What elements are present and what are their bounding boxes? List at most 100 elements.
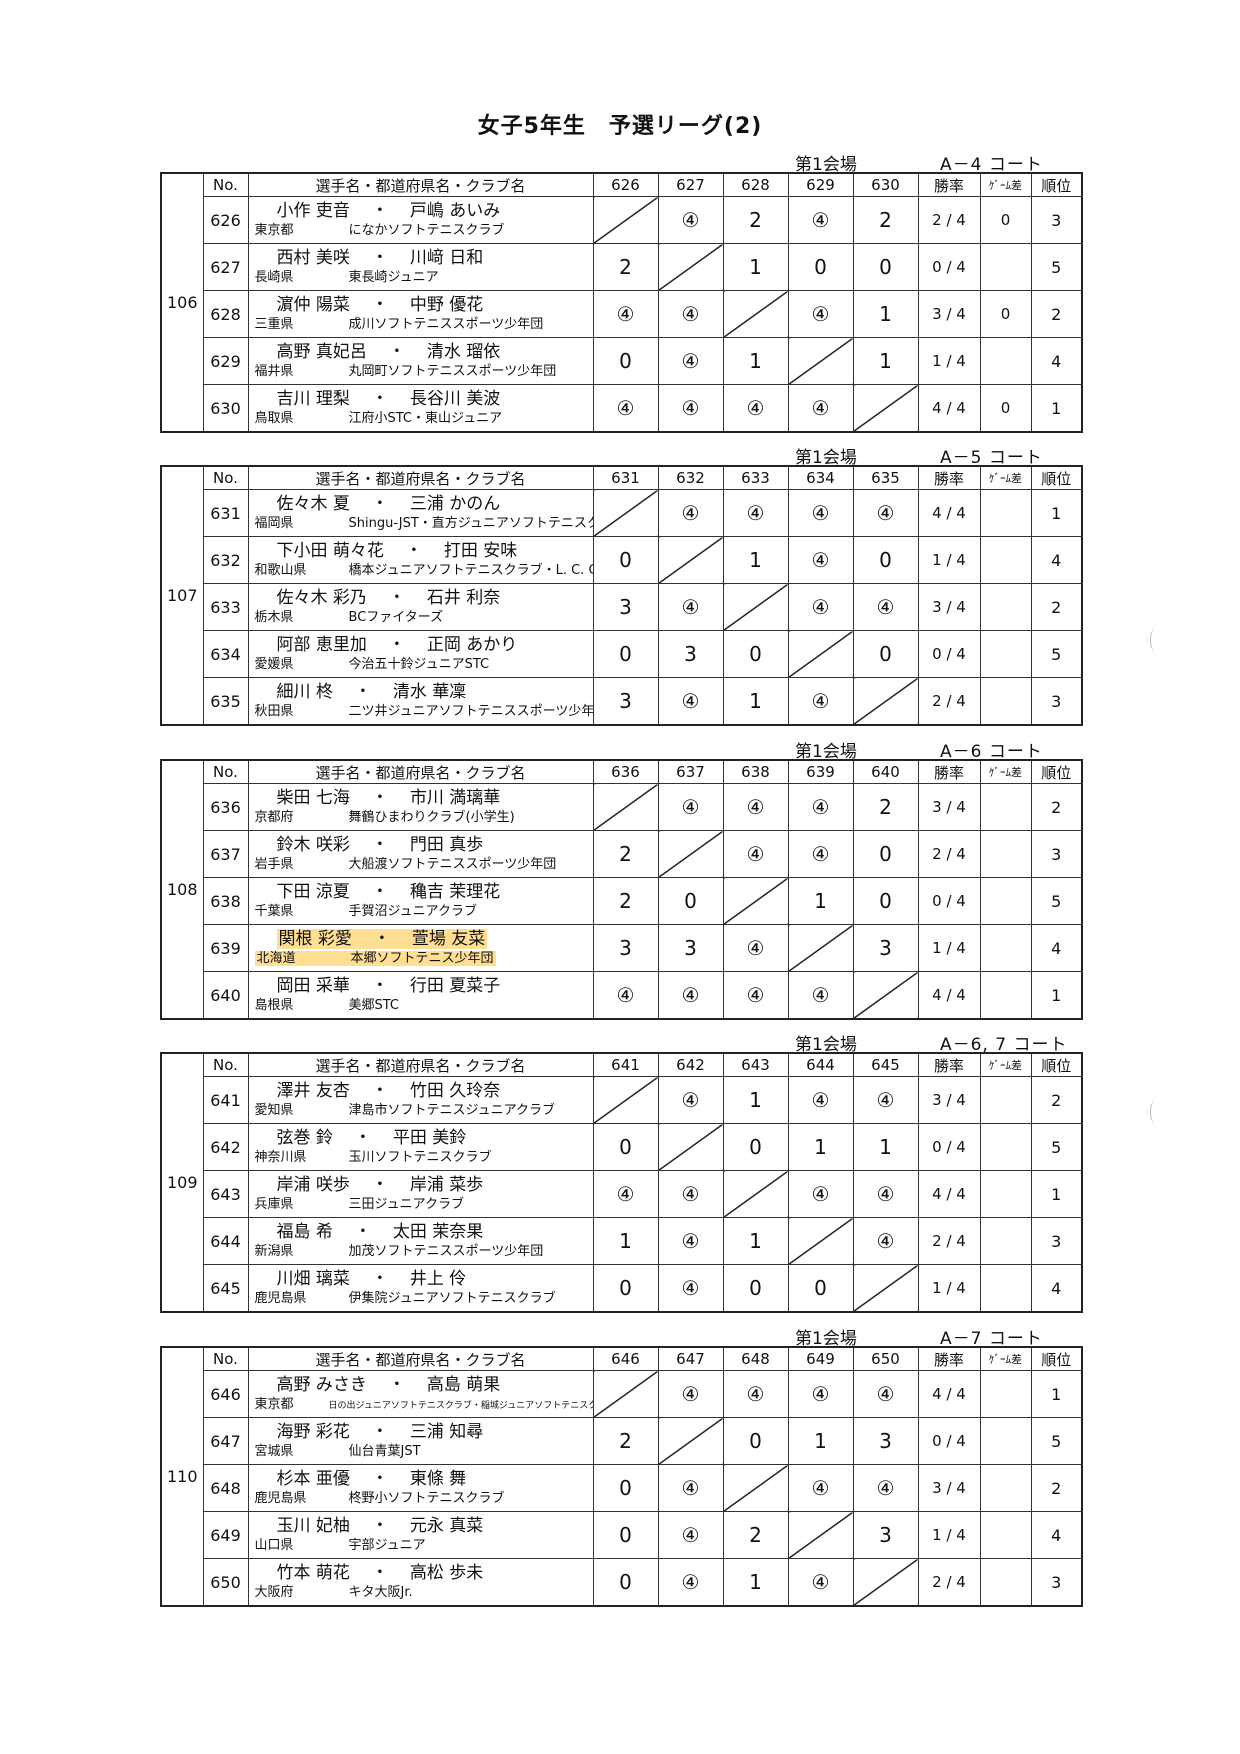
page-title: 女子5年生 予選リーグ(2) [477, 114, 763, 139]
match-score: ④ [722, 830, 789, 878]
player-2: 川﨑 日和 [409, 248, 484, 268]
win-rate: 1 / 4 [917, 1264, 981, 1313]
club: 手賀沼ジュニアクラブ [348, 904, 477, 919]
match-score: ④ [787, 1464, 854, 1512]
rank: 3 [1030, 1217, 1083, 1265]
club: BCファイターズ [348, 610, 444, 625]
league-block-109: 第1会場 A－6, 7 コート 109 No. 選手名・都道府県名・クラブ名 641 642… [160, 1030, 1083, 1313]
separator: ・ [354, 682, 372, 702]
match-score: ④ [787, 1558, 854, 1607]
separator: ・ [388, 588, 406, 608]
match-score: ④ [657, 1558, 724, 1607]
entry-number: 626 [202, 196, 249, 244]
player-names: 澤井 友杏 ・竹田 久玲奈 [255, 1080, 593, 1102]
header-row: 107 No. 選手名・都道府県名・クラブ名 631 632 633 634 635 勝率 ｹﾞｰ… [160, 465, 1083, 726]
diagonal-cell [592, 1370, 659, 1418]
game-diff: 0 [979, 384, 1032, 433]
win-rate: 4 / 4 [917, 384, 981, 433]
entry-names: 玉川 妃柚 ・元永 真菜 山口県 宇部ジュニア [247, 1511, 594, 1559]
match-score: ④ [787, 1170, 854, 1218]
match-score: ④ [657, 1264, 724, 1313]
entry-number: 643 [202, 1170, 249, 1218]
rank: 4 [1030, 337, 1083, 385]
entry-number: 627 [202, 243, 249, 291]
match-score: ④ [657, 1370, 724, 1418]
header-opponent: 643 [722, 1052, 789, 1077]
match-score: 1 [852, 290, 919, 338]
match-score: ④ [787, 583, 854, 631]
table-row: 629 高野 真妃呂・清水 瑠依 福井県 丸岡町ソフトテニススポーツ少年団 0 ④ 1 1 1 … [161, 337, 1083, 385]
header-rank: 順位 [1030, 1346, 1083, 1371]
match-score: ④ [657, 1217, 724, 1265]
table-row: 636 柴田 七海・市川 満璃華 京都府 舞鶴ひまわりクラブ(小学生) ④ ④ ④ 2 3 / … [161, 783, 1083, 831]
diagonal-cell [852, 384, 919, 433]
match-score: ④ [657, 1464, 724, 1512]
separator: ・ [371, 1469, 389, 1489]
rank: 5 [1030, 1123, 1083, 1171]
game-diff [979, 489, 1032, 537]
player-1: 玉川 妃柚 [276, 1516, 350, 1536]
game-diff [979, 1123, 1032, 1171]
rank: 2 [1030, 1076, 1083, 1124]
prefecture-club: 新潟県 加茂ソフトテニススポーツ少年団 [255, 1243, 593, 1261]
game-diff [979, 971, 1032, 1020]
match-score: 2 [592, 1417, 659, 1465]
league-table: 109 No. 選手名・都道府県名・クラブ名 641 642 643 644 645 勝率 ｹﾞｰ… [160, 1052, 1083, 1313]
player-1: 阿部 恵里加 [276, 635, 367, 655]
header-opponent: 641 [592, 1052, 659, 1077]
entry-names: 濵仲 陽菜 ・中野 優花 三重県 成川ソフトテニススポーツ少年団 [247, 290, 594, 338]
court-info: 第1会場 A－5 コート [160, 443, 1081, 468]
match-score: ④ [592, 290, 659, 338]
player-2: 高島 萌果 [426, 1374, 501, 1395]
match-score: ④ [852, 489, 919, 537]
court-label: A－4 コート [940, 155, 1043, 175]
match-score: 2 [592, 243, 659, 291]
header-rate: 勝率 [917, 465, 981, 490]
entry-number: 647 [202, 1417, 249, 1465]
entry-number: 648 [202, 1464, 249, 1512]
player-names: 細川 柊 ・清水 華凜 [255, 681, 593, 703]
match-score: ④ [657, 677, 724, 726]
diagonal-cell [787, 924, 854, 972]
header-opponent: 638 [722, 759, 789, 784]
header-opponent: 650 [852, 1346, 919, 1371]
header-name: 選手名・都道府県名・クラブ名 [247, 759, 594, 784]
court-info: 第1会場 A－6 コート [160, 737, 1081, 762]
diagonal-cell [657, 243, 724, 291]
game-diff [979, 783, 1032, 831]
prefecture-club: 千葉県 手賀沼ジュニアクラブ [255, 903, 593, 921]
entry-number: 636 [202, 783, 249, 831]
player-2: 井上 伶 [409, 1269, 467, 1289]
player-1: 福島 希 [276, 1222, 333, 1242]
match-score: ④ [787, 384, 854, 433]
header-opponent: 628 [722, 172, 789, 197]
entry-names: 鈴木 咲彩 ・門田 真歩 岩手県 大船渡ソフトテニススポーツ少年団 [247, 830, 594, 878]
table-row: 631 佐々木 夏 ・三浦 かのん 福岡県 Shingu-JST・直方ジュニアソフトテニ… [161, 489, 1083, 537]
table-row: 632 下小田 萌々花 ・打田 安味 和歌山県 橋本ジュニアソフトテニスクラブ・L. C… [161, 536, 1083, 584]
diagonal-cell [787, 337, 854, 385]
rank: 1 [1030, 1170, 1083, 1218]
prefecture-club: 大阪府 キタ大阪Jr. [255, 1584, 593, 1602]
entry-names: 竹本 萌花 ・高松 歩未 大阪府 キタ大阪Jr. [247, 1558, 594, 1607]
player-1: 高野 みさき [276, 1374, 367, 1395]
entry-number: 634 [202, 630, 249, 678]
header-opponent: 642 [657, 1052, 724, 1077]
diagonal-cell [722, 877, 789, 925]
header-opponent: 631 [592, 465, 659, 490]
player-names: 川畑 璃菜 ・井上 伶 [255, 1268, 593, 1290]
table-row: 649 玉川 妃柚 ・元永 真菜 山口県 宇部ジュニア 0 ④ 2 3 1 / 4 4 [161, 1511, 1083, 1559]
match-score: ④ [722, 971, 789, 1020]
match-score: 0 [592, 1511, 659, 1559]
win-rate: 2 / 4 [917, 1558, 981, 1607]
prefecture: 東京都 [254, 1396, 294, 1412]
separator: ・ [371, 201, 389, 221]
group-number: 109 [160, 1053, 204, 1313]
club: 東長崎ジュニア [348, 270, 439, 285]
highlight-marker: 関根 彩愛 ・萱場 友菜 [276, 929, 488, 949]
player-2: 竹田 久玲奈 [409, 1081, 501, 1101]
rank: 5 [1030, 877, 1083, 925]
entry-number: 639 [202, 924, 249, 972]
diagonal-cell [852, 971, 919, 1020]
game-diff: 0 [979, 196, 1032, 244]
game-diff [979, 677, 1032, 726]
